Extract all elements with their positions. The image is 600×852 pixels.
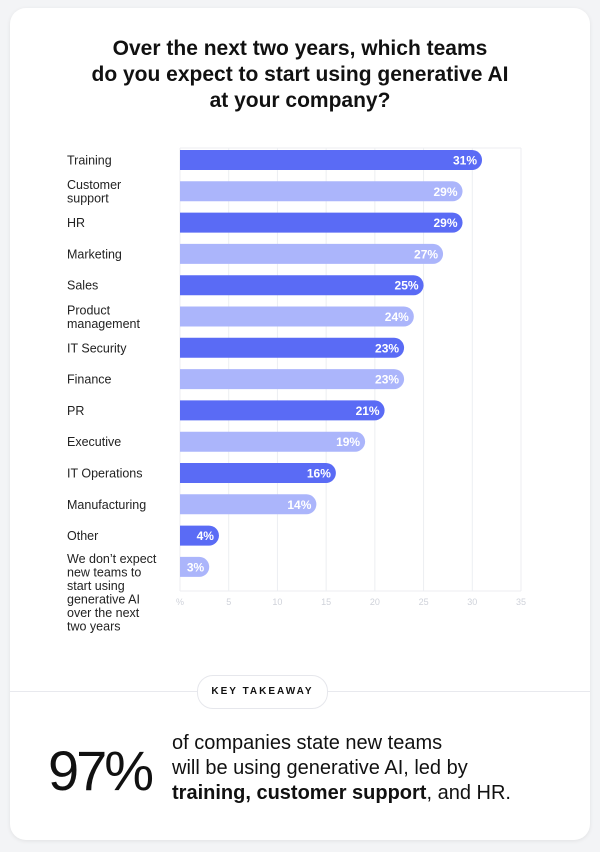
category-label: IT Security: [67, 341, 127, 355]
bar-value-label: 4%: [197, 529, 215, 543]
category-label: Sales: [67, 279, 98, 293]
title-line: Over the next two years, which teams: [112, 37, 488, 60]
bar: [180, 275, 424, 296]
x-tick-label: 30: [467, 597, 477, 607]
bar-value-label: 24%: [385, 310, 409, 324]
takeaway-text: of companies state new teams will be usi…: [172, 731, 572, 806]
x-tick-label: 10: [272, 597, 282, 607]
bar-value-label: 21%: [356, 404, 380, 418]
bar-chart: % 5 10 15 20 25 30 35 31% Training 29% Customer supp…: [67, 147, 526, 634]
bar: [180, 494, 317, 515]
category-label: Product management: [67, 303, 140, 331]
chart-title: Over the next two years, which teams do …: [0, 36, 600, 114]
category-label: Training: [67, 154, 112, 168]
bar-value-label: 29%: [434, 185, 458, 199]
takeaway-stat: 97%: [48, 739, 154, 802]
category-label: Finance: [67, 373, 112, 387]
bar-value-label: 3%: [187, 560, 205, 574]
bar-value-label: 14%: [287, 498, 311, 512]
bar-value-label: 23%: [375, 373, 399, 387]
category-label: Other: [67, 529, 98, 543]
x-tick-label: 5: [226, 597, 231, 607]
bar-value-label: 27%: [414, 247, 438, 261]
takeaway-bold: training, customer support: [172, 782, 427, 804]
bar: [180, 400, 385, 421]
x-tick-label: 15: [321, 597, 331, 607]
bar-value-label: 19%: [336, 435, 360, 449]
title-line: at your company?: [209, 89, 391, 112]
takeaway-line: of companies state new teams: [172, 732, 443, 754]
bar: [180, 337, 405, 358]
takeaway-tail: , and HR.: [426, 782, 511, 804]
bar: [180, 243, 444, 264]
key-takeaway-badge: KEY TAKEAWAY: [197, 675, 328, 709]
bar-value-label: 23%: [375, 341, 399, 355]
bar: [180, 306, 414, 327]
category-label: HR: [67, 216, 85, 230]
bar: [180, 369, 405, 390]
takeaway-line: will be using generative AI, led by: [172, 757, 468, 779]
bar-value-label: 29%: [434, 216, 458, 230]
takeaway-line: training, customer support, and HR.: [172, 781, 572, 806]
x-tick-label: 25: [419, 597, 429, 607]
x-tick-label: 35: [516, 597, 526, 607]
bar-value-label: 31%: [453, 154, 477, 168]
x-tick-label: 20: [370, 597, 380, 607]
x-tick-label: %: [176, 597, 184, 607]
title-line: do you expect to start using generative …: [91, 63, 509, 86]
category-label: PR: [67, 404, 84, 418]
category-label: IT Operations: [67, 467, 143, 481]
bar-value-label: 25%: [395, 279, 419, 293]
category-label: Manufacturing: [67, 498, 146, 512]
bar: [180, 150, 483, 170]
category-label: Marketing: [67, 247, 122, 261]
category-label: Executive: [67, 435, 121, 449]
bar: [180, 212, 463, 233]
bar: [180, 181, 463, 202]
bar: [180, 525, 219, 546]
bar: [180, 431, 366, 452]
bar: [180, 463, 336, 483]
bar-value-label: 16%: [307, 467, 331, 481]
category-label: We don’t expect new teams to start using ge…: [67, 552, 157, 634]
category-label: Customer support: [67, 178, 121, 206]
bar: [180, 556, 210, 577]
